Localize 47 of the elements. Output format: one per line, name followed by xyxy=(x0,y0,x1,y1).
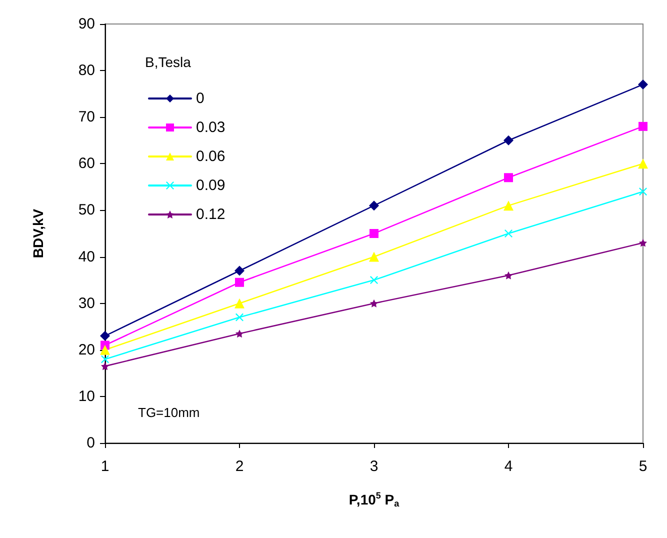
point xyxy=(369,252,379,262)
point xyxy=(639,188,647,196)
y-axis-title: BDV,kV xyxy=(30,208,46,258)
point xyxy=(101,355,109,364)
y-tick-label: 40 xyxy=(78,248,95,266)
point xyxy=(236,330,244,338)
y-tick-label: 80 xyxy=(78,62,95,80)
y-tick-label: 0 xyxy=(86,434,95,452)
point xyxy=(370,229,378,238)
x-tick-label: 3 xyxy=(370,458,378,475)
legend-label: 0 xyxy=(196,90,204,107)
x-tick-label: 4 xyxy=(504,458,513,475)
point xyxy=(504,230,512,238)
legend-label: 0.03 xyxy=(196,119,226,136)
point xyxy=(638,122,648,131)
x-tick-label: 2 xyxy=(235,458,244,475)
legend-label: 0.06 xyxy=(196,148,226,165)
point xyxy=(504,200,514,211)
y-tick-label: 30 xyxy=(78,294,95,312)
point xyxy=(638,158,648,169)
point xyxy=(100,330,110,341)
point xyxy=(369,200,379,211)
point xyxy=(639,238,647,247)
point xyxy=(100,344,110,355)
point xyxy=(638,80,648,90)
x-tick-label: 1 xyxy=(100,458,110,475)
point xyxy=(236,313,244,322)
point xyxy=(504,271,512,280)
point xyxy=(234,298,244,308)
y-tick-label: 20 xyxy=(78,341,95,358)
point xyxy=(101,362,109,370)
y-tick-label: 10 xyxy=(78,388,95,405)
point xyxy=(370,276,378,284)
legend-label: 0.09 xyxy=(196,177,226,194)
y-tick-label: 60 xyxy=(78,155,95,172)
legend-label: 0.12 xyxy=(196,206,226,223)
point xyxy=(234,266,244,276)
point xyxy=(235,278,244,287)
point xyxy=(370,299,378,308)
y-tick-label: 50 xyxy=(78,202,95,219)
point xyxy=(504,173,513,182)
x-tick-label: 5 xyxy=(638,458,648,475)
point xyxy=(504,135,514,146)
y-tick-label: 70 xyxy=(78,108,95,126)
annotation: TG=10mm xyxy=(138,405,200,420)
y-tick-label: 90 xyxy=(78,16,95,32)
legend-title: B,Tesla xyxy=(145,54,192,70)
